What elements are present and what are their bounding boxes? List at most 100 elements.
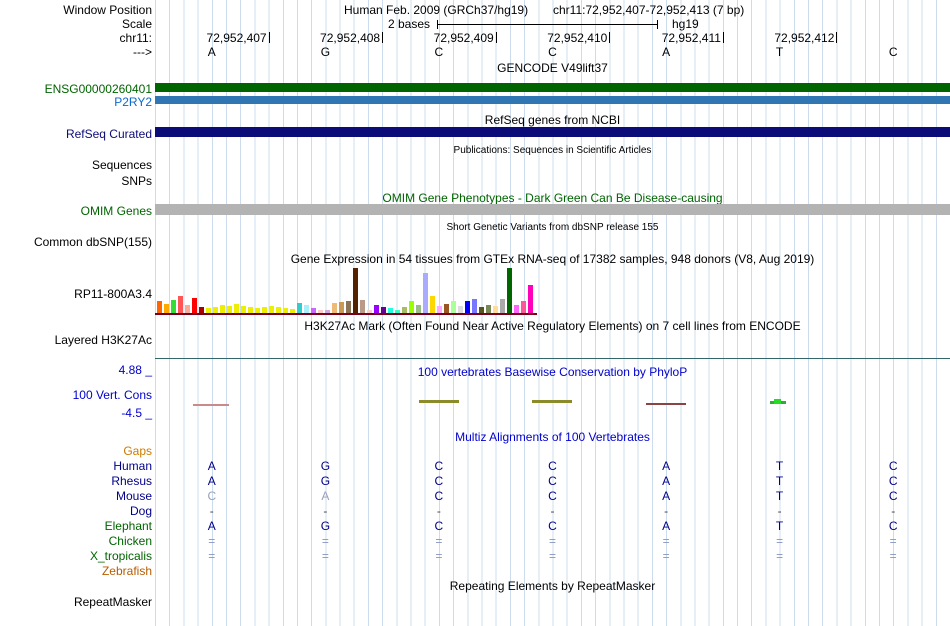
multiz-letter: - (664, 504, 669, 518)
multiz-species-label[interactable]: Human (113, 459, 152, 473)
gtex-bar[interactable] (451, 301, 456, 313)
gtex-bar[interactable] (262, 307, 267, 313)
gtex-bar[interactable] (402, 307, 407, 313)
gtex-bar[interactable] (339, 302, 344, 313)
gtex-bar[interactable] (220, 305, 225, 313)
gtex-bar[interactable] (493, 306, 498, 313)
gtex-bar[interactable] (213, 307, 218, 313)
gtex-bar[interactable] (318, 310, 323, 313)
gtex-bar[interactable] (269, 306, 274, 313)
gene-bar-p2ry2[interactable] (155, 96, 950, 104)
gtex-bar[interactable] (430, 296, 435, 313)
multiz-letter: C (888, 489, 898, 503)
multiz-letter: G (320, 519, 331, 533)
gtex-bar[interactable] (290, 309, 295, 313)
multiz-letter: = (662, 549, 670, 563)
gtex-bar[interactable] (409, 301, 414, 313)
base-letter: T (775, 45, 784, 59)
gtex-bar[interactable] (416, 305, 421, 313)
multiz-letter: = (548, 549, 556, 563)
multiz-letter: A (662, 459, 671, 473)
omim-genes-label[interactable]: OMIM Genes (80, 204, 152, 218)
gtex-bar[interactable] (178, 296, 183, 313)
multiz-species-label[interactable]: Rhesus (111, 474, 152, 488)
scale-bar-right-tick (657, 20, 658, 29)
gtex-bar[interactable] (353, 268, 358, 313)
gtex-bar[interactable] (437, 306, 442, 313)
gtex-bar[interactable] (248, 307, 253, 313)
gtex-bar[interactable] (367, 310, 372, 313)
h3k27ac-track-label[interactable]: Layered H3K27Ac (54, 333, 152, 347)
multiz-species-label[interactable]: X_tropicalis (89, 549, 152, 563)
gtex-bar[interactable] (304, 305, 309, 313)
gtex-bar[interactable] (234, 304, 239, 313)
refseq-gene-bar[interactable] (155, 127, 950, 137)
gtex-bar[interactable] (444, 304, 449, 313)
assembly-short-label: hg19 (672, 17, 699, 31)
gaps-label[interactable]: Gaps (123, 444, 152, 458)
gene-label-p2ry2[interactable]: P2RY2 (114, 95, 152, 109)
multiz-species-label[interactable]: Chicken (108, 534, 152, 548)
sequences-track-label[interactable]: Sequences (91, 158, 152, 172)
dbsnp-track-label[interactable]: Common dbSNP(155) (33, 235, 152, 249)
gtex-bar[interactable] (332, 303, 337, 313)
gtex-bar[interactable] (479, 307, 484, 313)
multiz-species-label[interactable]: Zebrafish (101, 564, 152, 578)
gtex-bar[interactable] (241, 306, 246, 313)
position-title: chr11:72,952,407-72,952,413 (7 bp) (553, 3, 745, 17)
multiz-letter: C (888, 474, 898, 488)
gtex-gene-label[interactable]: RP11-800A3.4 (74, 287, 152, 301)
gtex-bar[interactable] (465, 301, 470, 313)
multiz-species-label[interactable]: Mouse (115, 489, 152, 503)
multiz-letter: - (891, 504, 896, 518)
gtex-bar[interactable] (486, 305, 491, 313)
coordinate-label: 72,952,410 (547, 31, 608, 45)
multiz-letter: = (435, 534, 443, 548)
multiz-species-label[interactable]: Elephant (104, 519, 152, 533)
coordinate-label: 72,952,408 (320, 31, 381, 45)
gtex-bar[interactable] (472, 299, 477, 313)
gtex-bar[interactable] (227, 306, 232, 313)
omim-title: OMIM Gene Phenotypes - Dark Green Can Be… (382, 191, 723, 205)
dbsnp-title: Short Genetic Variants from dbSNP releas… (446, 222, 659, 233)
conservation-track-label[interactable]: 100 Vert. Cons (72, 388, 152, 402)
multiz-letter: C (434, 459, 444, 473)
snps-track-label[interactable]: SNPs (121, 174, 152, 188)
multiz-letter: C (888, 519, 898, 533)
gtex-bar[interactable] (346, 301, 351, 313)
gtex-bar[interactable] (297, 303, 302, 313)
gtex-bar[interactable] (325, 310, 330, 313)
gtex-bar[interactable] (500, 299, 505, 313)
multiz-species-label[interactable]: Dog (129, 504, 152, 518)
omim-gene-bar[interactable] (155, 204, 950, 215)
gtex-bar[interactable] (507, 268, 512, 313)
gtex-bar[interactable] (185, 305, 190, 313)
gtex-bar[interactable] (192, 298, 197, 313)
gene-label-ensg[interactable]: ENSG00000260401 (44, 82, 152, 96)
gtex-bar[interactable] (458, 306, 463, 313)
gtex-bar[interactable] (199, 307, 204, 313)
gene-bar-ensg[interactable] (155, 83, 950, 92)
gtex-bar[interactable] (255, 308, 260, 313)
gtex-bar[interactable] (206, 308, 211, 313)
gtex-bar[interactable] (423, 273, 428, 313)
gtex-bar[interactable] (311, 308, 316, 313)
gtex-bar[interactable] (521, 301, 526, 313)
refseq-curated-label[interactable]: RefSeq Curated (65, 127, 152, 141)
multiz-letter: C (434, 489, 444, 503)
gtex-bar[interactable] (528, 285, 533, 313)
gtex-bar[interactable] (157, 301, 162, 313)
gtex-bar[interactable] (171, 300, 176, 313)
gtex-bar[interactable] (374, 305, 379, 313)
gtex-bar[interactable] (360, 300, 365, 313)
multiz-letter: C (548, 489, 557, 503)
repeatmasker-track-label[interactable]: RepeatMasker (73, 595, 152, 609)
gtex-bar[interactable] (514, 305, 519, 313)
conservation-axis-max: 4.88 _ (118, 363, 152, 377)
gtex-bar[interactable] (381, 307, 386, 313)
gtex-bar[interactable] (164, 304, 169, 313)
gtex-bar[interactable] (283, 308, 288, 313)
gtex-bar[interactable] (395, 310, 400, 313)
gtex-bar[interactable] (276, 307, 281, 313)
gtex-bar[interactable] (388, 308, 393, 313)
